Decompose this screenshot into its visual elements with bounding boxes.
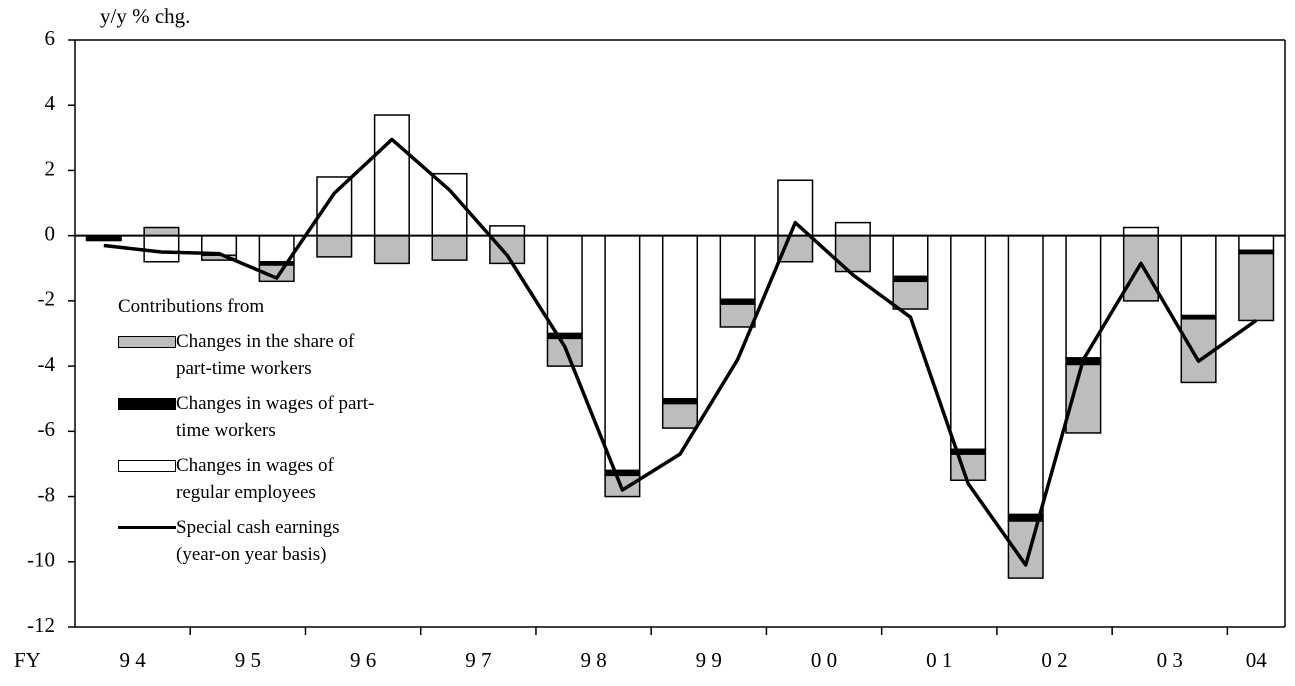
- y-tick-label: 6: [45, 26, 56, 50]
- x-tick-label: 0 0: [811, 648, 837, 672]
- legend-swatch: [118, 526, 176, 529]
- bar: [1238, 234, 1275, 252]
- legend-entry: Special cash earnings (year-on year basi…: [118, 514, 418, 568]
- x-tick-label: 9 7: [465, 648, 491, 672]
- y-axis-label: y/y % chg.: [100, 4, 190, 28]
- y-tick-label: -6: [38, 417, 56, 441]
- bar: [373, 114, 410, 237]
- y-tick-label: 2: [45, 156, 56, 180]
- bar: [1122, 226, 1159, 237]
- legend: Contributions from Changes in the share …: [118, 293, 418, 568]
- y-tick-label: -10: [27, 548, 55, 572]
- line: [103, 137, 1258, 567]
- x-tick-label: 0 1: [926, 648, 952, 672]
- bar: [258, 264, 295, 283]
- bar: [719, 234, 756, 301]
- bar: [892, 280, 929, 310]
- bar: [950, 234, 987, 451]
- legend-label: Changes in the share of part-time worker…: [176, 331, 355, 379]
- x-tick-label: 0 3: [1157, 648, 1183, 672]
- bar: [1238, 252, 1275, 322]
- legend-label: Special cash earnings (year-on year basi…: [176, 517, 340, 565]
- x-tick-label: 04: [1246, 648, 1268, 672]
- y-tick-label: 0: [45, 221, 56, 245]
- bar: [546, 337, 583, 367]
- bar: [143, 226, 180, 237]
- legend-entry: Changes in wages of regular employees: [118, 452, 418, 506]
- bar: [489, 225, 526, 237]
- x-tick-label: 9 5: [235, 648, 261, 672]
- legend-swatch: [118, 460, 176, 472]
- bar: [661, 234, 699, 400]
- bar: [661, 402, 699, 429]
- y-tick-label: -4: [38, 352, 56, 376]
- legend-swatch: [118, 398, 176, 410]
- x-tick-label: 9 9: [696, 648, 722, 672]
- bar: [546, 234, 583, 335]
- bar: [143, 234, 180, 263]
- legend-entry: Changes in wages of part-time workers: [118, 390, 418, 444]
- bar: [604, 234, 641, 472]
- bar: [316, 234, 353, 258]
- x-tick-label: 9 6: [350, 648, 376, 672]
- legend-label: Changes in wages of part-time workers: [176, 393, 375, 441]
- bar: [373, 234, 410, 265]
- legend-entry: Changes in the share of part-time worker…: [118, 328, 418, 382]
- legend-title: Contributions from: [118, 296, 265, 317]
- y-tick-label: -2: [38, 287, 56, 311]
- bar: [316, 176, 353, 237]
- bar: [1180, 234, 1217, 317]
- legend-swatch: [118, 336, 176, 348]
- bar: [1180, 318, 1217, 384]
- bar: [892, 234, 929, 278]
- y-tick-label: 4: [45, 91, 56, 115]
- x-tick-label: 9 4: [119, 648, 146, 672]
- bar: [1122, 234, 1159, 302]
- bar: [834, 221, 871, 237]
- y-tick-label: -12: [27, 613, 55, 637]
- x-prefix: FY: [14, 648, 41, 672]
- x-tick-label: 9 8: [580, 648, 606, 672]
- y-tick-label: -8: [38, 482, 56, 506]
- bar: [950, 453, 987, 481]
- legend-label: Changes in wages of regular employees: [176, 455, 334, 503]
- bar: [1007, 234, 1044, 516]
- bar: [431, 234, 468, 261]
- bar: [777, 179, 814, 237]
- bar: [719, 303, 756, 328]
- x-tick-label: 0 2: [1041, 648, 1067, 672]
